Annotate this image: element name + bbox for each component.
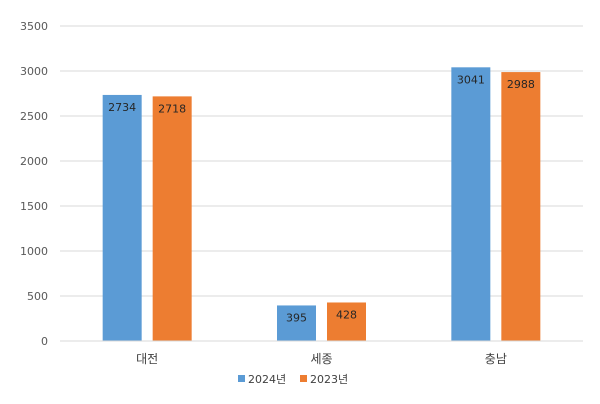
bar xyxy=(102,94,142,341)
y-tick-label: 3000 xyxy=(20,65,48,78)
data-label: 395 xyxy=(286,311,307,324)
data-label: 2718 xyxy=(158,102,186,115)
x-tick-label: 세종 xyxy=(310,352,332,366)
data-label: 2734 xyxy=(108,101,136,114)
x-tick-label: 충남 xyxy=(485,352,507,366)
x-axis: 대전 세종 충남 xyxy=(60,340,583,366)
legend: 2024년 2023년 xyxy=(238,373,348,386)
y-tick-label: 1500 xyxy=(20,200,48,213)
y-tick-label: 0 xyxy=(41,335,48,348)
data-label: 2988 xyxy=(507,78,535,91)
bar xyxy=(451,67,491,341)
legend-label: 2023년 xyxy=(310,373,348,386)
legend-swatch xyxy=(300,375,307,382)
legend-label: 2024년 xyxy=(248,373,286,386)
gridlines xyxy=(60,25,583,342)
bar xyxy=(501,72,541,341)
data-label: 3041 xyxy=(457,73,485,86)
y-tick-label: 2000 xyxy=(20,155,48,168)
y-tick-label: 2500 xyxy=(20,110,48,123)
x-tick-label: 대전 xyxy=(136,352,158,366)
data-label: 428 xyxy=(336,308,357,321)
bar xyxy=(152,96,192,341)
bar xyxy=(277,305,316,341)
bars: 2734 2718 395 428 3041 2988 xyxy=(102,67,541,341)
y-tick-label: 1000 xyxy=(20,245,48,258)
legend-swatch xyxy=(238,375,245,382)
y-tick-label: 500 xyxy=(27,290,48,303)
y-axis: 0 500 1000 1500 2000 2500 3000 3500 xyxy=(20,20,48,348)
bar xyxy=(327,302,366,341)
y-tick-label: 3500 xyxy=(20,20,48,33)
